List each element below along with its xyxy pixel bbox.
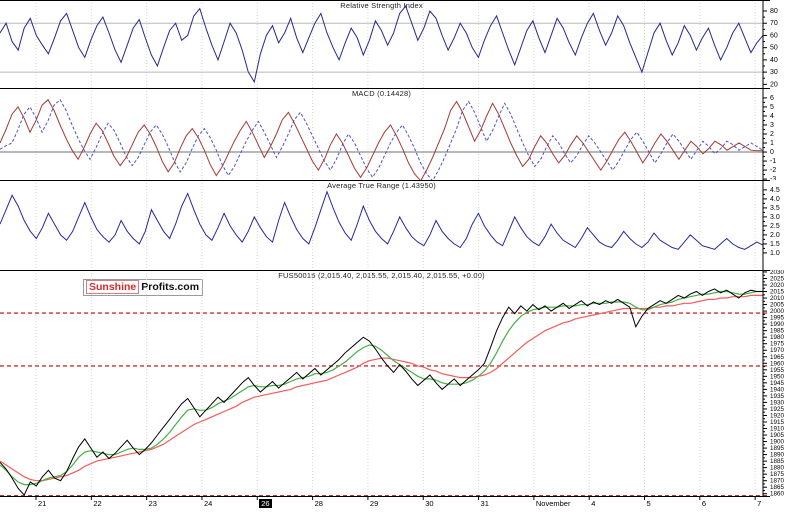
y-axis-label: 1920 bbox=[770, 412, 785, 419]
y-axis-label: -1 bbox=[770, 158, 776, 165]
logo-profits-text: Profits.com bbox=[141, 281, 200, 293]
y-axis-label: 1935 bbox=[770, 393, 785, 400]
y-axis-label: 1.0 bbox=[770, 250, 780, 257]
y-axis-label: 3.0 bbox=[770, 214, 780, 221]
y-axis-label: 1965 bbox=[770, 354, 785, 361]
y-axis-label: 1.5 bbox=[770, 241, 780, 248]
y-axis-label: -3 bbox=[770, 176, 776, 180]
y-axis-label: 1925 bbox=[770, 406, 785, 413]
y-axis-label: 1940 bbox=[770, 386, 785, 393]
price-line bbox=[0, 288, 763, 496]
y-axis-label: 1885 bbox=[770, 458, 785, 465]
y-axis-label: 2000 bbox=[770, 308, 785, 315]
atr-line bbox=[0, 190, 764, 250]
x-axis-label: 23 bbox=[148, 499, 157, 508]
y-axis-label: 70 bbox=[770, 20, 778, 27]
y-axis-label: 5 bbox=[770, 104, 774, 111]
ma-fast-line bbox=[0, 290, 763, 486]
x-axis-label: 29 bbox=[369, 499, 379, 508]
x-axis-label: 4 bbox=[591, 499, 596, 508]
y-axis-label: 1890 bbox=[770, 452, 785, 459]
y-axis-label: 1900 bbox=[770, 439, 785, 446]
y-axis-label: 1970 bbox=[770, 347, 785, 354]
y-axis-label: 2010 bbox=[770, 295, 785, 302]
ma-slow-line bbox=[0, 294, 763, 482]
y-axis-label: 1910 bbox=[770, 426, 785, 433]
y-axis-label: 3 bbox=[770, 122, 774, 129]
x-axis-label: 28 bbox=[314, 499, 323, 508]
rsi-plot: 80 70 60 50 40 30 20 bbox=[0, 0, 778, 88]
y-axis-label: 1980 bbox=[770, 334, 785, 341]
y-axis-label: 2 bbox=[770, 131, 774, 138]
x-axis-label: November bbox=[535, 499, 571, 508]
rsi-line bbox=[0, 5, 764, 84]
y-axis-label: 1880 bbox=[770, 465, 785, 472]
macd-line bbox=[0, 98, 763, 180]
y-axis-label: 1875 bbox=[770, 471, 785, 478]
y-axis-label: 40 bbox=[770, 57, 778, 64]
x-axis-label: 30 bbox=[425, 499, 434, 508]
y-axis-label: 20 bbox=[770, 81, 778, 88]
y-axis-label: 4.0 bbox=[770, 196, 780, 203]
y-axis-label: 3.5 bbox=[770, 205, 780, 212]
atr-plot: 4.5 4.0 3.5 3.0 2.5 2.0 1.5 1.0 bbox=[0, 180, 780, 270]
y-axis-label: 1975 bbox=[770, 341, 785, 348]
y-axis-label: 1985 bbox=[770, 328, 785, 335]
y-axis-label: 4.5 bbox=[770, 187, 780, 194]
y-axis-label: 2005 bbox=[770, 302, 785, 309]
y-axis-label: 2020 bbox=[770, 282, 785, 289]
sunshine-profits-logo: Sunshine Profits.com bbox=[83, 279, 204, 296]
y-axis-label: 2.0 bbox=[770, 232, 780, 239]
y-axis-label: 60 bbox=[770, 32, 778, 39]
y-axis-label: 1955 bbox=[770, 367, 785, 374]
y-axis-label: 1870 bbox=[770, 478, 785, 485]
x-axis-label: 7 bbox=[757, 499, 762, 508]
x-axis: 21 22 23 24 26 28 29 30 31 November 4 5 6 7 bbox=[0, 497, 800, 512]
y-axis-label: 2030 bbox=[770, 270, 785, 276]
y-axis-label: 1990 bbox=[770, 321, 785, 328]
x-axis-label: 31 bbox=[480, 499, 489, 508]
y-axis-label: 2015 bbox=[770, 289, 785, 296]
x-axis-label-selected: 26 bbox=[259, 499, 272, 508]
y-axis-label: 30 bbox=[770, 69, 778, 76]
x-axis-label: 22 bbox=[93, 499, 102, 508]
price-plot: 2030202520202015201020052000199519901985… bbox=[0, 270, 785, 500]
y-axis-label: 1895 bbox=[770, 445, 785, 452]
y-axis-label: 1995 bbox=[770, 315, 785, 322]
x-axis-label: 6 bbox=[701, 499, 706, 508]
y-axis-label: 50 bbox=[770, 45, 778, 52]
y-axis-label: 2025 bbox=[770, 275, 785, 282]
y-axis-label: 4 bbox=[770, 113, 774, 120]
y-axis-label: 1945 bbox=[770, 380, 785, 387]
y-axis-label: 80 bbox=[770, 8, 778, 15]
y-axis-label: 2.5 bbox=[770, 223, 780, 230]
y-axis-label: 1915 bbox=[770, 419, 785, 426]
y-axis-label: 1960 bbox=[770, 360, 785, 367]
y-axis-label: 6 bbox=[770, 95, 774, 102]
x-axis-label: 21 bbox=[38, 499, 47, 508]
y-axis-label: 1930 bbox=[770, 399, 785, 406]
logo-sunshine-text: Sunshine bbox=[86, 280, 140, 294]
macd-plot: 6 5 4 3 2 1 0 -1 -2 -3 bbox=[0, 88, 776, 180]
y-axis-label: 0 bbox=[770, 149, 774, 156]
y-axis-label: 1865 bbox=[770, 484, 785, 491]
y-axis-label: 1860 bbox=[770, 491, 785, 498]
macd-signal-line bbox=[0, 98, 764, 180]
x-axis-label: 5 bbox=[646, 499, 651, 508]
y-axis-label: 1 bbox=[770, 140, 774, 147]
y-axis-label: 1950 bbox=[770, 373, 785, 380]
y-axis-label: 1905 bbox=[770, 432, 785, 439]
x-axis-label: 24 bbox=[203, 499, 213, 508]
y-axis-label: -2 bbox=[770, 167, 776, 174]
